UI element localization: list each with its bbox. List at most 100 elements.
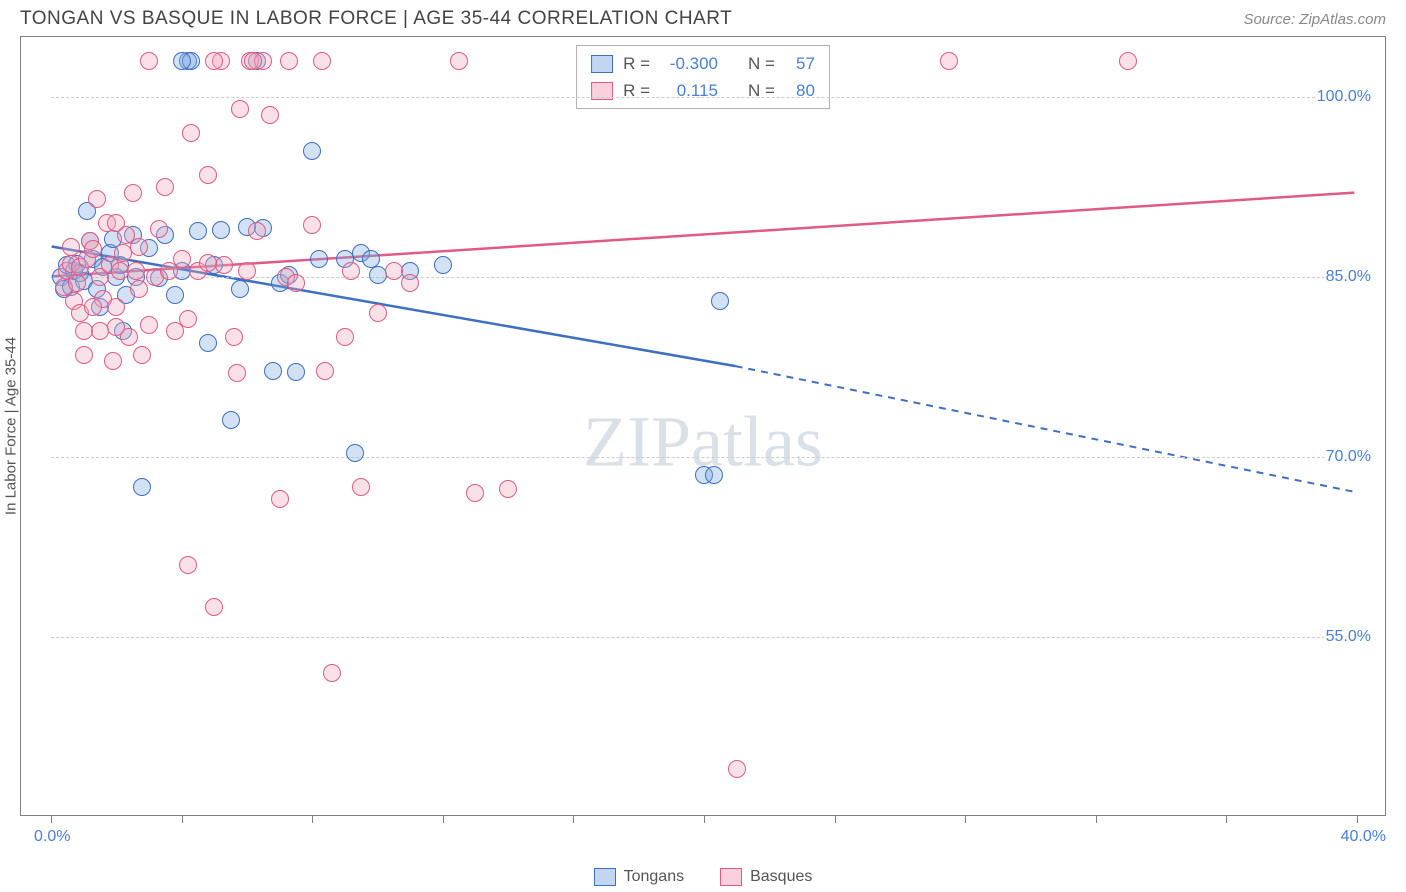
scatter-point: [1119, 52, 1137, 70]
gridline: [51, 457, 1355, 458]
correlation-stats-box: R = -0.300 N = 57 R = 0.115 N = 80: [576, 45, 830, 109]
scatter-point: [346, 444, 364, 462]
scatter-point: [84, 240, 102, 258]
scatter-point: [140, 52, 158, 70]
x-tick: [1096, 815, 1097, 823]
scatter-point: [104, 352, 122, 370]
scatter-point: [352, 478, 370, 496]
scatter-point: [385, 262, 403, 280]
x-tick: [443, 815, 444, 823]
x-axis-max-label: 40.0%: [1341, 828, 1386, 846]
scatter-point: [222, 411, 240, 429]
y-tick-label: 85.0%: [1324, 268, 1373, 286]
scatter-point: [111, 262, 129, 280]
x-tick: [704, 815, 705, 823]
scatter-point: [215, 256, 233, 274]
scatter-point: [75, 346, 93, 364]
scatter-point: [728, 760, 746, 778]
scatter-point: [313, 52, 331, 70]
scatter-point: [91, 322, 109, 340]
legend-item-basques: Basques: [720, 868, 812, 886]
scatter-point: [323, 664, 341, 682]
stat-label-r: R =: [623, 50, 650, 77]
scatter-point: [199, 254, 217, 272]
scatter-point: [179, 310, 197, 328]
x-tick: [965, 815, 966, 823]
gridline: [51, 97, 1355, 98]
scatter-point: [228, 364, 246, 382]
scatter-point: [179, 556, 197, 574]
scatter-point: [189, 222, 207, 240]
scatter-point: [248, 222, 266, 240]
x-tick: [51, 815, 52, 823]
scatter-point: [466, 484, 484, 502]
y-axis-label: In Labor Force | Age 35-44: [3, 337, 20, 515]
chart-container: In Labor Force | Age 35-44 ZIPatlas R = …: [20, 36, 1386, 816]
scatter-point: [264, 362, 282, 380]
scatter-point: [156, 178, 174, 196]
stat-row: R = -0.300 N = 57: [591, 50, 815, 77]
stat-value-r: -0.300: [660, 50, 718, 77]
y-tick-label: 100.0%: [1315, 88, 1373, 106]
scatter-point: [140, 316, 158, 334]
scatter-point: [199, 166, 217, 184]
source-attribution: Source: ZipAtlas.com: [1243, 11, 1386, 28]
scatter-point: [940, 52, 958, 70]
x-axis-min-label: 0.0%: [34, 828, 70, 846]
scatter-point: [75, 322, 93, 340]
stat-row: R = 0.115 N = 80: [591, 77, 815, 104]
scatter-point: [450, 52, 468, 70]
swatch-tongans: [591, 55, 613, 73]
scatter-point: [133, 478, 151, 496]
scatter-point: [401, 274, 419, 292]
x-tick: [573, 815, 574, 823]
stat-value-n: 80: [785, 77, 815, 104]
scatter-point: [88, 190, 106, 208]
scatter-point: [336, 328, 354, 346]
scatter-point: [231, 280, 249, 298]
scatter-point: [287, 363, 305, 381]
scatter-point: [160, 262, 178, 280]
scatter-point: [231, 100, 249, 118]
stat-label-n: N =: [748, 50, 775, 77]
scatter-point: [133, 346, 151, 364]
scatter-point: [225, 328, 243, 346]
scatter-point: [434, 256, 452, 274]
scatter-point: [173, 52, 191, 70]
plot-area: ZIPatlas R = -0.300 N = 57 R = 0.115 N =…: [51, 37, 1355, 815]
legend: Tongans Basques: [0, 868, 1406, 886]
scatter-point: [62, 238, 80, 256]
scatter-point: [705, 466, 723, 484]
scatter-point: [310, 250, 328, 268]
scatter-point: [114, 244, 132, 262]
stat-value-r: 0.115: [660, 77, 718, 104]
scatter-point: [261, 106, 279, 124]
scatter-point: [130, 238, 148, 256]
scatter-point: [199, 334, 217, 352]
y-tick-label: 55.0%: [1324, 628, 1373, 646]
chart-title: TONGAN VS BASQUE IN LABOR FORCE | AGE 35…: [20, 8, 732, 30]
scatter-point: [238, 262, 256, 280]
scatter-point: [369, 266, 387, 284]
scatter-point: [303, 216, 321, 234]
scatter-point: [711, 292, 729, 310]
x-tick: [312, 815, 313, 823]
swatch-tongans: [594, 868, 616, 886]
scatter-point: [130, 280, 148, 298]
scatter-point: [205, 598, 223, 616]
scatter-point: [499, 480, 517, 498]
scatter-point: [212, 221, 230, 239]
x-tick: [1226, 815, 1227, 823]
legend-label: Tongans: [624, 868, 685, 886]
scatter-point: [107, 318, 125, 336]
scatter-point: [316, 362, 334, 380]
swatch-basques: [720, 868, 742, 886]
trend-lines: [51, 37, 1355, 815]
y-tick-label: 70.0%: [1324, 448, 1373, 466]
scatter-point: [271, 490, 289, 508]
scatter-point: [124, 184, 142, 202]
scatter-point: [244, 52, 262, 70]
scatter-point: [68, 274, 86, 292]
x-tick: [182, 815, 183, 823]
gridline: [51, 637, 1355, 638]
